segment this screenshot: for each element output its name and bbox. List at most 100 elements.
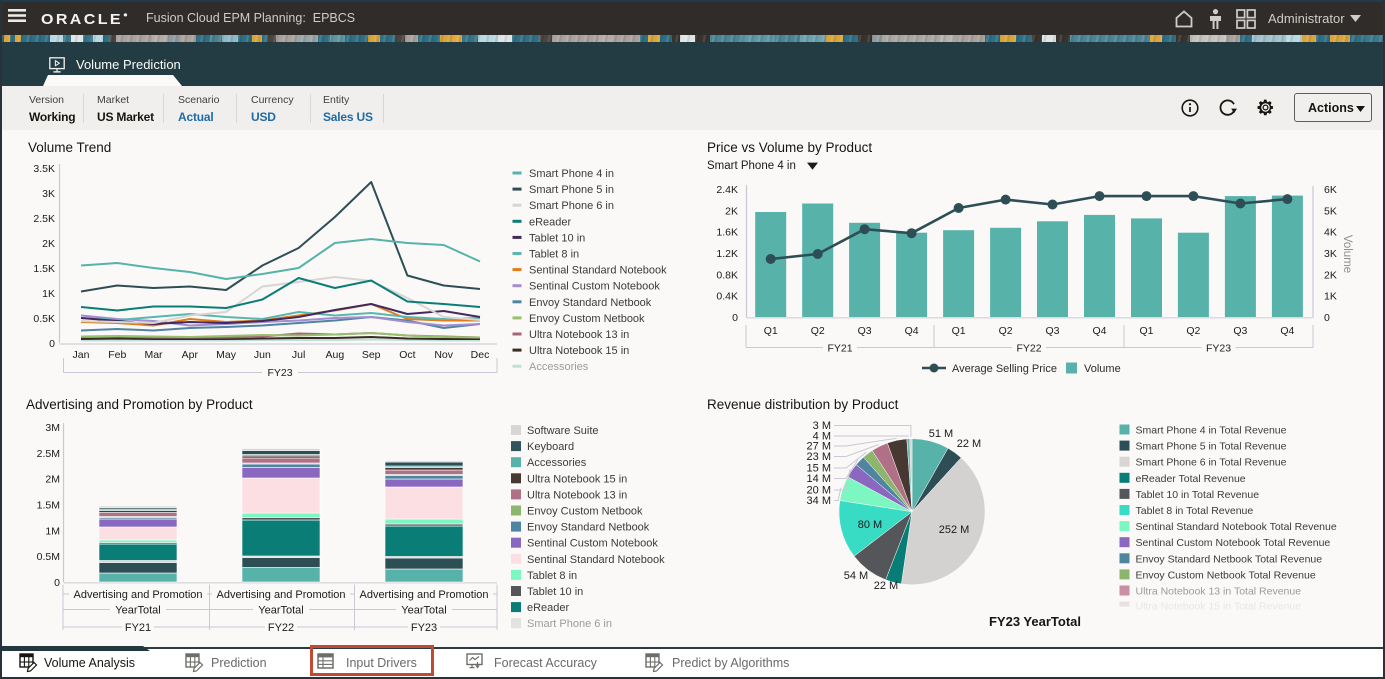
svg-text:0: 0 [54,577,60,589]
svg-text:2.4K: 2.4K [716,184,738,196]
svg-text:2K: 2K [42,238,55,250]
svg-text:Average Selling Price: Average Selling Price [952,363,1057,375]
svg-text:FY23 YearTotal: FY23 YearTotal [989,614,1081,629]
svg-text:34 M: 34 M [807,495,831,507]
svg-text:Nov: Nov [434,349,453,361]
svg-text:2.5M: 2.5M [37,448,60,460]
svg-text:1K: 1K [1324,291,1337,303]
svg-text:Advertising and Promotion by P: Advertising and Promotion by Product [26,397,253,412]
svg-text:Sentinal Standard Notebook Tot: Sentinal Standard Notebook Total Revenue [1136,521,1337,533]
svg-text:0.4K: 0.4K [716,291,738,303]
svg-text:Sep: Sep [362,349,381,361]
svg-text:Smart Phone 5 in Total Revenue: Smart Phone 5 in Total Revenue [1136,441,1287,453]
svg-text:0: 0 [1324,312,1330,324]
svg-text:Smart Phone 4 in Total Revenue: Smart Phone 4 in Total Revenue [1136,425,1287,437]
svg-text:Envoy Custom Netbook Total Rev: Envoy Custom Netbook Total Revenue [1136,569,1316,581]
svg-text:FY21: FY21 [125,622,151,634]
svg-text:Envoy Custom Netbook: Envoy Custom Netbook [529,313,645,325]
svg-text:Volume Analysis: Volume Analysis [44,656,135,670]
svg-text:FY22: FY22 [268,622,294,634]
svg-text:Accessories: Accessories [529,361,589,373]
svg-text:Q1: Q1 [764,325,778,337]
svg-text:Feb: Feb [108,349,126,361]
svg-text:1M: 1M [45,525,60,537]
svg-text:2K: 2K [725,205,738,217]
svg-text:Ultra Notebook 13 in: Ultra Notebook 13 in [529,329,629,341]
svg-text:252 M: 252 M [939,524,970,536]
svg-text:3K: 3K [1324,248,1337,260]
svg-text:0.8K: 0.8K [716,269,738,281]
svg-text:1.5M: 1.5M [37,500,60,512]
svg-text:1.6K: 1.6K [716,227,738,239]
svg-text:Accessories: Accessories [527,457,587,469]
svg-text:Envoy Standard Netbook: Envoy Standard Netbook [529,297,652,309]
svg-text:4 M: 4 M [813,431,831,443]
svg-text:2.5K: 2.5K [33,213,55,225]
svg-text:Q3: Q3 [1233,325,1247,337]
svg-text:FY21: FY21 [827,343,852,355]
svg-text:Mar: Mar [144,349,163,361]
svg-text:Smart Phone 5 in: Smart Phone 5 in [529,184,614,196]
svg-text:Ultra Notebook 15 in: Ultra Notebook 15 in [529,345,629,357]
svg-text:Predict by Algorithms: Predict by Algorithms [672,656,789,670]
svg-text:Tablet 10 in: Tablet 10 in [529,232,585,244]
svg-text:FY23: FY23 [1206,343,1231,355]
svg-text:Oct: Oct [399,349,415,361]
svg-text:Volume: Volume [1084,363,1121,375]
svg-text:eReader: eReader [529,216,572,228]
svg-text:Smart Phone 6 in Total Revenue: Smart Phone 6 in Total Revenue [1136,457,1287,469]
svg-text:3.5K: 3.5K [33,163,55,175]
svg-text:Advertising and Promotion: Advertising and Promotion [359,589,488,601]
svg-text:Sentinal Custom Notebook: Sentinal Custom Notebook [527,538,658,550]
svg-text:Jul: Jul [292,349,305,361]
svg-text:Advertising and Promotion: Advertising and Promotion [73,589,202,601]
svg-text:Aug: Aug [326,349,345,361]
svg-text:Dec: Dec [471,349,490,361]
svg-text:FY22: FY22 [1016,343,1041,355]
svg-text:23 M: 23 M [807,451,831,463]
svg-text:22 M: 22 M [957,438,981,450]
svg-text:15 M: 15 M [807,463,831,475]
svg-text:Envoy Standard Netbook Total R: Envoy Standard Netbook Total Revenue [1136,553,1323,565]
svg-text:3 M: 3 M [813,420,831,432]
svg-text:Smart Phone 4 in: Smart Phone 4 in [707,160,796,172]
svg-text:1K: 1K [42,288,55,300]
svg-text:Q2: Q2 [1186,325,1200,337]
svg-text:Tablet 8 in: Tablet 8 in [527,570,577,582]
svg-text:Input Drivers: Input Drivers [346,656,417,670]
svg-text:Tablet 8 in Total Revenue: Tablet 8 in Total Revenue [1136,505,1254,517]
svg-text:Q3: Q3 [858,325,872,337]
svg-text:Sentinal Standard Notebook: Sentinal Standard Notebook [529,265,667,277]
svg-text:Tablet 10 in Total Revenue: Tablet 10 in Total Revenue [1136,489,1260,501]
svg-text:Sentinal Custom Notebook Total: Sentinal Custom Notebook Total Revenue [1136,537,1331,549]
svg-text:22 M: 22 M [874,580,898,592]
svg-text:Q2: Q2 [999,325,1013,337]
svg-text:Sentinal Standard Notebook: Sentinal Standard Notebook [527,554,665,566]
svg-text:1.2K: 1.2K [716,248,738,260]
svg-text:80 M: 80 M [858,519,882,531]
svg-text:Sentinal Custom Notebook: Sentinal Custom Notebook [529,281,660,293]
svg-text:Advertising and Promotion: Advertising and Promotion [216,589,345,601]
svg-text:0: 0 [732,312,738,324]
svg-text:eReader Total Revenue: eReader Total Revenue [1136,473,1246,485]
svg-text:51 M: 51 M [929,428,953,440]
svg-text:Tablet 10 in: Tablet 10 in [527,586,583,598]
svg-text:1.5K: 1.5K [33,263,55,275]
svg-text:Software Suite: Software Suite [527,425,599,437]
svg-text:Ultra Notebook 15 in: Ultra Notebook 15 in [527,473,627,485]
svg-text:Volume: Volume [1341,235,1353,273]
svg-text:Q1: Q1 [952,325,966,337]
svg-text:Tablet 8 in: Tablet 8 in [529,249,579,261]
svg-text:Ultra Notebook 15 in Total Rev: Ultra Notebook 15 in Total Revenue [1136,601,1302,613]
svg-text:54 M: 54 M [844,570,868,582]
svg-text:Volume Trend: Volume Trend [28,140,111,155]
svg-text:Q2: Q2 [811,325,825,337]
svg-text:Apr: Apr [182,349,199,361]
svg-text:Keyboard: Keyboard [527,441,574,453]
svg-text:Jan: Jan [73,349,90,361]
svg-text:eReader: eReader [527,602,570,614]
svg-text:6K: 6K [1324,184,1337,196]
svg-text:YearTotal: YearTotal [115,605,160,617]
svg-text:Smart Phone 6 in: Smart Phone 6 in [527,618,612,630]
svg-text:Q4: Q4 [1092,325,1106,337]
